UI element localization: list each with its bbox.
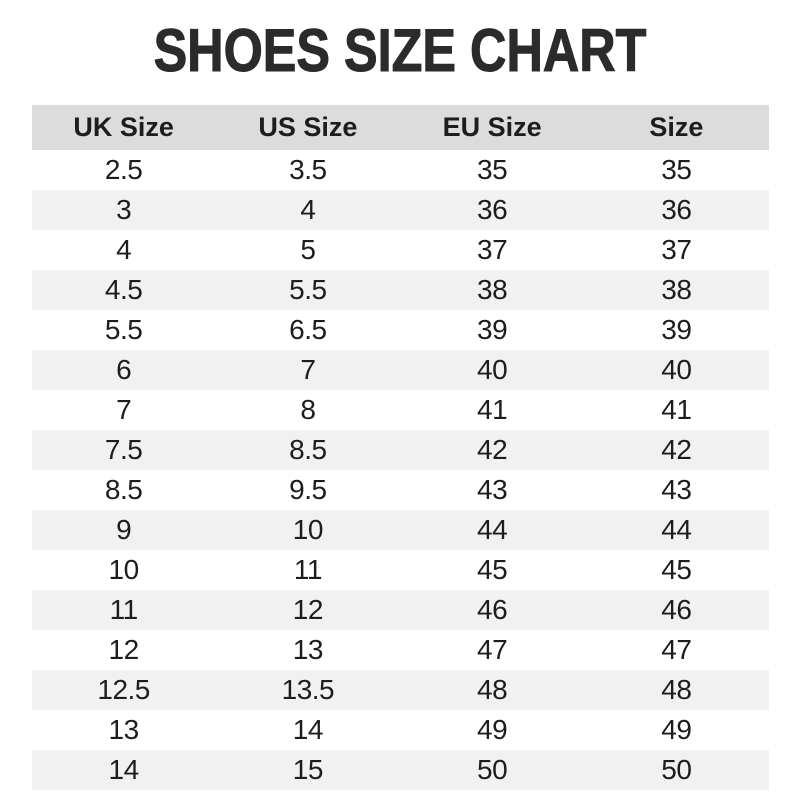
table-row: 14 15 50 50 bbox=[31, 750, 769, 790]
table-cell: 38 bbox=[661, 274, 692, 305]
table-row: 12.5 13.5 48 48 bbox=[31, 670, 769, 710]
table-cell: 50 bbox=[477, 754, 508, 785]
table-cell: 49 bbox=[661, 714, 692, 745]
table-cell: 40 bbox=[477, 354, 508, 385]
table-cell: 36 bbox=[477, 194, 508, 225]
table-cell: 12 bbox=[292, 594, 324, 625]
table-cell: 7 bbox=[116, 394, 132, 425]
table-cell: 4.5 bbox=[104, 274, 143, 305]
table-row: 8.5 9.5 43 43 bbox=[31, 470, 769, 510]
table-cell: 41 bbox=[661, 394, 692, 425]
table-cell: 39 bbox=[477, 314, 508, 345]
column-header-eu-size: EU Size bbox=[442, 112, 542, 142]
table-cell: 11 bbox=[109, 594, 139, 625]
table-cell: 36 bbox=[661, 194, 692, 225]
table-cell: 8.5 bbox=[289, 434, 327, 465]
column-header-uk-size: UK Size bbox=[73, 112, 174, 142]
table-cell: 46 bbox=[661, 594, 692, 625]
table-cell: 46 bbox=[477, 594, 508, 625]
table-cell: 15 bbox=[292, 754, 324, 785]
table-cell: 4 bbox=[300, 194, 316, 225]
table-cell: 44 bbox=[661, 514, 692, 545]
table-cell: 12.5 bbox=[97, 674, 150, 705]
table-cell: 45 bbox=[661, 554, 692, 585]
table-row: 6 7 40 40 bbox=[31, 350, 769, 390]
table-cell: 2.5 bbox=[104, 154, 143, 185]
table-cell: 10 bbox=[108, 554, 140, 585]
table-cell: 7 bbox=[300, 354, 316, 385]
table-header-row: UK Size US Size EU Size Size bbox=[31, 105, 769, 150]
table-cell: 37 bbox=[477, 234, 508, 265]
table-cell: 48 bbox=[661, 674, 692, 705]
page-title: SHOES SIZE CHART bbox=[153, 17, 647, 84]
column-header-us-size: US Size bbox=[258, 112, 358, 142]
table-cell: 5 bbox=[300, 234, 316, 265]
table-row: 3 4 36 36 bbox=[31, 190, 769, 230]
table-cell: 10 bbox=[292, 514, 324, 545]
table-cell: 9.5 bbox=[289, 474, 327, 505]
table-cell: 13 bbox=[108, 714, 140, 745]
table-cell: 8.5 bbox=[104, 474, 143, 505]
table-cell: 14 bbox=[292, 714, 324, 745]
table-row: 4 5 37 37 bbox=[31, 230, 769, 270]
table-cell: 38 bbox=[477, 274, 508, 305]
table-cell: 35 bbox=[477, 154, 508, 185]
table-cell: 7.5 bbox=[104, 434, 143, 465]
table-cell: 9 bbox=[116, 514, 132, 545]
table-cell: 50 bbox=[661, 754, 692, 785]
table-row: 7.5 8.5 42 42 bbox=[31, 430, 769, 470]
table-cell: 37 bbox=[661, 234, 692, 265]
table-row: 4.5 5.5 38 38 bbox=[31, 270, 769, 310]
table-cell: 47 bbox=[477, 634, 508, 665]
table-cell: 48 bbox=[477, 674, 508, 705]
table-cell: 42 bbox=[661, 434, 692, 465]
table-row: 13 14 49 49 bbox=[31, 710, 769, 750]
table-cell: 35 bbox=[661, 154, 692, 185]
table-cell: 44 bbox=[477, 514, 508, 545]
table-row: 7 8 41 41 bbox=[31, 390, 769, 430]
table-cell: 6.5 bbox=[289, 314, 327, 345]
table-cell: 42 bbox=[477, 434, 508, 465]
table-body: 2.5 3.5 35 35 3 4 36 36 4 5 37 37 4.5 5.… bbox=[31, 150, 769, 790]
table-cell: 45 bbox=[477, 554, 508, 585]
table-cell: 3.5 bbox=[289, 154, 327, 185]
table-cell: 39 bbox=[661, 314, 692, 345]
table-row: 10 11 45 45 bbox=[31, 550, 769, 590]
table-cell: 5.5 bbox=[104, 314, 143, 345]
table-row: 2.5 3.5 35 35 bbox=[31, 150, 769, 190]
table-cell: 3 bbox=[116, 194, 132, 225]
table-cell: 43 bbox=[661, 474, 692, 505]
table-cell: 13.5 bbox=[281, 674, 335, 705]
table-cell: 49 bbox=[477, 714, 508, 745]
table-row: 12 13 47 47 bbox=[31, 630, 769, 670]
table-cell: 14 bbox=[108, 754, 140, 785]
table-cell: 4 bbox=[116, 234, 132, 265]
table-cell: 11 bbox=[293, 554, 323, 585]
table-cell: 47 bbox=[661, 634, 692, 665]
column-header-size: Size bbox=[649, 112, 704, 142]
table-cell: 5.5 bbox=[289, 274, 327, 305]
table-cell: 40 bbox=[661, 354, 692, 385]
table-cell: 41 bbox=[477, 394, 508, 425]
table-row: 11 12 46 46 bbox=[31, 590, 769, 630]
table-cell: 12 bbox=[108, 634, 140, 665]
table-cell: 43 bbox=[477, 474, 508, 505]
table-cell: 6 bbox=[116, 354, 132, 385]
table-cell: 8 bbox=[300, 394, 316, 425]
size-chart-table: UK Size US Size EU Size Size 2.5 3.5 35 … bbox=[31, 105, 769, 790]
table-cell: 13 bbox=[292, 634, 324, 665]
table-row: 9 10 44 44 bbox=[31, 510, 769, 550]
table-row: 5.5 6.5 39 39 bbox=[31, 310, 769, 350]
